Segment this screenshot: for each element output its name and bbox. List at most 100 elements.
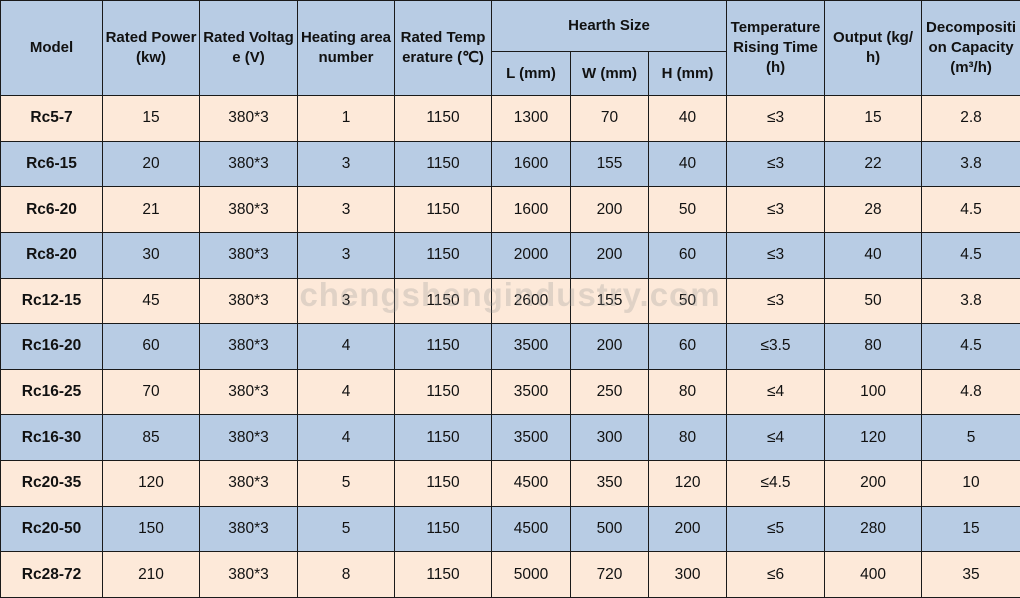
- cell-hearth-l: 3500: [491, 414, 571, 461]
- cell-rated-power: 20: [102, 140, 200, 188]
- cell-heating-area: 4: [297, 323, 395, 370]
- cell-hearth-w: 250: [570, 368, 649, 416]
- cell-rated-voltage: 380*3: [199, 186, 298, 233]
- cell-temp-rising-time: ≤3: [726, 140, 826, 188]
- cell-decomposition-capacity: 3.8: [921, 277, 1020, 325]
- cell-hearth-w: 200: [570, 186, 649, 233]
- cell-temp-rising-time: ≤5: [726, 505, 826, 553]
- cell-hearth-h: 40: [647, 95, 728, 142]
- header-rated-power: Rated Power (kw): [102, 0, 200, 96]
- cell-heating-area: 1: [297, 95, 395, 142]
- cell-model: Rc6-15: [0, 140, 103, 188]
- cell-rated-temperature: 1150: [394, 414, 492, 461]
- cell-output: 80: [824, 323, 923, 370]
- cell-hearth-w: 155: [570, 140, 649, 188]
- cell-hearth-h: 40: [647, 140, 728, 188]
- header-hearth-w: W (mm): [570, 51, 649, 96]
- cell-hearth-l: 1600: [491, 186, 571, 233]
- cell-decomposition-capacity: 35: [921, 551, 1020, 598]
- cell-temp-rising-time: ≤6: [726, 551, 826, 598]
- table-body: Rc5-7 15 380*3 1 1150 1300 70 40 ≤3 15 2.8 Rc6-15 20…: [0, 95, 1020, 598]
- cell-rated-power: 21: [102, 186, 200, 233]
- cell-hearth-w: 155: [570, 277, 649, 325]
- cell-hearth-h: 80: [647, 414, 728, 461]
- cell-rated-voltage: 380*3: [199, 231, 298, 279]
- cell-decomposition-capacity: 4.5: [921, 231, 1020, 279]
- cell-output: 400: [824, 551, 923, 598]
- cell-rated-temperature: 1150: [394, 323, 492, 370]
- cell-hearth-l: 2600: [491, 277, 571, 325]
- cell-model: Rc16-20: [0, 323, 103, 370]
- cell-hearth-h: 300: [647, 551, 728, 598]
- cell-rated-voltage: 380*3: [199, 551, 298, 598]
- cell-hearth-h: 50: [647, 277, 728, 325]
- cell-decomposition-capacity: 4.8: [921, 368, 1020, 416]
- cell-output: 100: [824, 368, 923, 416]
- cell-output: 120: [824, 414, 923, 461]
- cell-output: 280: [824, 505, 923, 553]
- cell-model: Rc16-25: [0, 368, 103, 416]
- cell-rated-voltage: 380*3: [199, 277, 298, 325]
- header-temp-rising-time: Temperature Rising Time (h): [726, 0, 826, 96]
- cell-output: 22: [824, 140, 923, 188]
- cell-hearth-l: 1300: [491, 95, 571, 142]
- cell-heating-area: 8: [297, 551, 395, 598]
- cell-hearth-w: 70: [570, 95, 649, 142]
- cell-hearth-h: 60: [647, 231, 728, 279]
- cell-model: Rc20-50: [0, 505, 103, 553]
- cell-decomposition-capacity: 15: [921, 505, 1020, 553]
- cell-heating-area: 3: [297, 186, 395, 233]
- cell-model: Rc5-7: [0, 95, 103, 142]
- cell-rated-voltage: 380*3: [199, 323, 298, 370]
- table-row: Rc16-25 70 380*3 4 1150 3500 250 80 ≤4 100 4.8: [0, 368, 1020, 416]
- cell-hearth-h: 60: [647, 323, 728, 370]
- header-rated-temperature: Rated Temperature (℃): [394, 0, 492, 96]
- cell-temp-rising-time: ≤4: [726, 414, 826, 461]
- cell-hearth-l: 3500: [491, 323, 571, 370]
- cell-rated-power: 30: [102, 231, 200, 279]
- table-row: Rc28-72 210 380*3 8 1150 5000 720 300 ≤6 400 35: [0, 551, 1020, 598]
- cell-rated-power: 45: [102, 277, 200, 325]
- cell-rated-power: 85: [102, 414, 200, 461]
- cell-rated-temperature: 1150: [394, 505, 492, 553]
- cell-hearth-l: 4500: [491, 460, 571, 507]
- cell-hearth-h: 50: [647, 186, 728, 233]
- cell-hearth-w: 500: [570, 505, 649, 553]
- cell-output: 200: [824, 460, 923, 507]
- header-decomposition-capacity: Decomposition Capacity (m³/h): [921, 0, 1020, 96]
- table-row: Rc20-35 120 380*3 5 1150 4500 350 120 ≤4.5 200 10: [0, 460, 1020, 507]
- cell-rated-power: 150: [102, 505, 200, 553]
- cell-decomposition-capacity: 4.5: [921, 186, 1020, 233]
- table-row: Rc16-30 85 380*3 4 1150 3500 300 80 ≤4 120 5: [0, 414, 1020, 461]
- cell-heating-area: 3: [297, 231, 395, 279]
- cell-heating-area: 3: [297, 140, 395, 188]
- header-hearth-l: L (mm): [491, 51, 571, 96]
- cell-heating-area: 5: [297, 460, 395, 507]
- cell-rated-voltage: 380*3: [199, 414, 298, 461]
- cell-decomposition-capacity: 3.8: [921, 140, 1020, 188]
- cell-decomposition-capacity: 4.5: [921, 323, 1020, 370]
- cell-output: 28: [824, 186, 923, 233]
- cell-rated-power: 210: [102, 551, 200, 598]
- cell-rated-voltage: 380*3: [199, 95, 298, 142]
- cell-rated-voltage: 380*3: [199, 140, 298, 188]
- cell-rated-temperature: 1150: [394, 95, 492, 142]
- cell-rated-voltage: 380*3: [199, 505, 298, 553]
- cell-model: Rc12-15: [0, 277, 103, 325]
- cell-hearth-w: 300: [570, 414, 649, 461]
- header-hearth-h: H (mm): [647, 51, 728, 96]
- cell-rated-temperature: 1150: [394, 231, 492, 279]
- cell-hearth-h: 80: [647, 368, 728, 416]
- cell-hearth-w: 200: [570, 323, 649, 370]
- cell-rated-power: 70: [102, 368, 200, 416]
- cell-heating-area: 4: [297, 414, 395, 461]
- cell-heating-area: 3: [297, 277, 395, 325]
- cell-hearth-w: 200: [570, 231, 649, 279]
- table-row: Rc20-50 150 380*3 5 1150 4500 500 200 ≤5 280 15: [0, 505, 1020, 553]
- cell-hearth-l: 5000: [491, 551, 571, 598]
- header-model: Model: [0, 0, 103, 96]
- cell-output: 15: [824, 95, 923, 142]
- cell-output: 50: [824, 277, 923, 325]
- cell-temp-rising-time: ≤3: [726, 277, 826, 325]
